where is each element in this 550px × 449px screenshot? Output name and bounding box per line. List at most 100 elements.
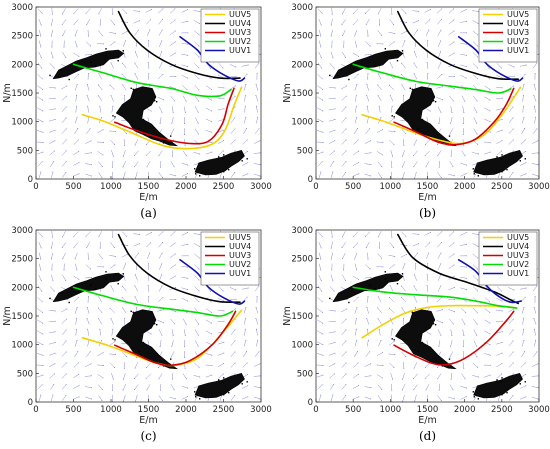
island-speck [68,301,70,304]
x-tick-label: 500 [65,182,81,192]
island-speck [329,297,331,300]
current-arrow-head [391,400,393,402]
current-arrow [352,275,359,280]
x-tick-label: 0 [33,405,38,415]
current-arrow [317,231,323,237]
current-arrow [38,18,42,25]
current-arrow [484,85,490,90]
current-arrow-head [500,67,502,69]
current-arrow-head [256,105,257,107]
current-arrow-head [476,312,478,314]
current-arrow-head [87,295,89,297]
current-arrow-head [441,231,443,233]
x-tick-label: 2500 [213,405,235,415]
current-arrow [194,395,199,401]
current-arrow-head [441,241,442,243]
current-arrow [49,286,55,292]
current-arrow [437,373,442,379]
current-arrow-head [223,129,225,131]
current-arrow-head [134,144,136,146]
current-arrow-head [489,322,491,324]
current-arrow-head [124,144,126,146]
current-arrow-head [466,266,467,268]
current-arrow [230,128,236,134]
current-arrow [389,242,394,248]
current-arrow-head [161,252,163,254]
current-arrow-head [367,339,369,341]
current-arrow [377,395,382,401]
current-arrow-head [90,152,92,154]
current-arrow-head [174,8,176,10]
current-arrow-head [149,29,151,31]
current-arrow-head [370,175,372,177]
current-arrow [86,241,91,248]
current-arrow-head [185,100,187,102]
current-arrow-head [62,13,64,15]
y-tick-label: 1000 [11,341,33,351]
current-arrow [62,395,67,401]
current-arrow-head [65,171,67,173]
current-arrow [230,340,236,346]
current-arrow [391,7,393,15]
current-arrow [413,62,418,69]
current-arrow-head [523,339,525,341]
current-arrow-head [501,331,503,333]
current-arrow-head [477,257,479,259]
current-arrow [134,150,139,156]
current-arrow-head [440,285,442,287]
current-arrow-head [255,318,257,319]
current-arrow-head [462,134,464,135]
current-arrow-head [175,75,177,77]
current-arrow [98,95,103,102]
current-arrow [520,162,527,166]
current-arrow-head [436,367,438,368]
current-arrow-head [523,105,524,107]
current-arrow-head [345,171,347,173]
current-arrow-head [380,339,382,341]
current-arrow [364,386,371,388]
island-obstacle [473,372,523,399]
current-arrow-head [501,341,503,343]
current-arrow-head [174,242,176,244]
current-arrow-head [110,318,112,320]
current-arrow-head [42,88,44,90]
current-arrow [181,53,188,56]
current-arrow [329,63,335,69]
current-arrow-head [210,67,212,69]
current-arrow-head [174,19,176,21]
current-arrow-head [42,311,44,313]
current-arrow [377,318,382,325]
current-arrow-head [462,357,464,358]
current-arrow-head [197,122,199,124]
current-arrow-head [427,263,429,265]
current-arrow [472,63,478,69]
current-arrow-head [87,328,89,330]
current-arrow-head [187,232,189,234]
current-arrow [437,285,442,292]
current-arrow [436,297,442,302]
current-arrow-head [440,51,442,53]
current-arrow-head [377,307,379,309]
current-arrow-head [77,128,79,129]
current-arrow [37,107,43,112]
current-arrow-head [184,144,186,146]
current-arrow-head [429,19,431,21]
current-arrow [403,138,405,146]
current-arrow-head [355,328,357,330]
current-arrow-head [163,309,165,311]
current-arrow [73,385,80,389]
current-arrow-head [403,317,404,319]
current-arrow [194,106,199,113]
current-arrow [437,242,442,248]
island-speck [222,158,224,160]
current-arrow-head [41,67,43,69]
current-arrow [388,118,395,123]
current-arrow-head [102,154,104,156]
current-arrow [61,117,67,123]
current-arrow-head [501,300,503,302]
current-arrow-head [170,356,172,358]
current-arrow [353,242,359,248]
island-obstacle [52,272,125,303]
current-arrow [521,307,525,314]
